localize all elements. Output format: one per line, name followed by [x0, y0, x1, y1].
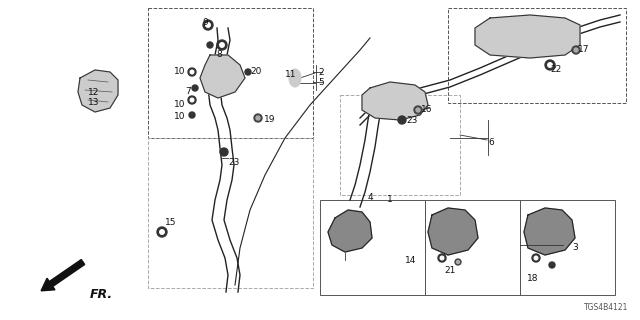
Text: 23: 23	[228, 158, 239, 167]
Polygon shape	[78, 70, 118, 112]
Circle shape	[189, 112, 195, 118]
Circle shape	[190, 70, 194, 74]
Text: 10: 10	[174, 100, 186, 109]
Circle shape	[207, 42, 213, 48]
Polygon shape	[328, 210, 372, 252]
Ellipse shape	[289, 69, 301, 87]
Bar	[520, 200, 615, 295]
Text: 21: 21	[444, 266, 456, 275]
Text: FR.: FR.	[90, 288, 113, 301]
Text: 3: 3	[572, 243, 578, 252]
Circle shape	[532, 254, 540, 262]
Bar	[148, 8, 313, 138]
Circle shape	[188, 96, 196, 104]
Text: 16: 16	[421, 105, 433, 114]
Circle shape	[188, 68, 196, 76]
Circle shape	[549, 262, 555, 268]
Circle shape	[440, 256, 444, 260]
Text: 12: 12	[88, 88, 99, 97]
Bar	[320, 200, 425, 295]
Bar	[448, 8, 626, 103]
Polygon shape	[362, 82, 428, 120]
Circle shape	[416, 108, 420, 112]
Circle shape	[160, 230, 164, 234]
Text: 18: 18	[527, 274, 538, 283]
Text: 14: 14	[405, 256, 417, 265]
Circle shape	[572, 46, 580, 54]
Text: 7: 7	[185, 87, 191, 96]
Circle shape	[220, 43, 224, 47]
Polygon shape	[428, 208, 478, 255]
Circle shape	[548, 63, 552, 67]
Text: TGS4B4121: TGS4B4121	[584, 303, 628, 312]
Text: 19: 19	[264, 115, 275, 124]
Circle shape	[256, 116, 260, 120]
Circle shape	[254, 114, 262, 122]
Circle shape	[220, 148, 228, 156]
Text: 2: 2	[318, 68, 324, 77]
Circle shape	[455, 259, 461, 265]
FancyArrow shape	[41, 260, 84, 291]
Circle shape	[545, 60, 555, 70]
Circle shape	[245, 69, 251, 75]
Circle shape	[534, 256, 538, 260]
Text: 4: 4	[367, 193, 373, 202]
Polygon shape	[200, 55, 245, 98]
Polygon shape	[524, 208, 575, 255]
Bar	[148, 138, 313, 288]
Text: 8: 8	[216, 50, 221, 59]
Circle shape	[438, 254, 446, 262]
Polygon shape	[475, 15, 580, 58]
Bar	[340, 95, 460, 195]
Text: 23: 23	[406, 116, 417, 125]
Text: 17: 17	[578, 45, 589, 54]
Circle shape	[414, 106, 422, 114]
Circle shape	[574, 48, 578, 52]
Circle shape	[190, 98, 194, 102]
Circle shape	[398, 116, 406, 124]
Text: 1: 1	[387, 195, 393, 204]
Circle shape	[217, 40, 227, 50]
Text: 5: 5	[318, 78, 324, 87]
Text: 22: 22	[550, 65, 561, 74]
Circle shape	[157, 227, 167, 237]
Text: 11: 11	[285, 70, 296, 79]
Text: 10: 10	[174, 112, 186, 121]
Circle shape	[456, 260, 460, 263]
Text: 15: 15	[165, 218, 177, 227]
Circle shape	[203, 20, 213, 30]
Circle shape	[192, 85, 198, 91]
Text: 10: 10	[174, 67, 186, 76]
Text: 13: 13	[88, 98, 99, 107]
Text: 6: 6	[488, 138, 493, 147]
Bar	[425, 200, 520, 295]
Text: 20: 20	[250, 67, 261, 76]
Text: 9: 9	[202, 18, 208, 27]
Circle shape	[205, 23, 211, 27]
